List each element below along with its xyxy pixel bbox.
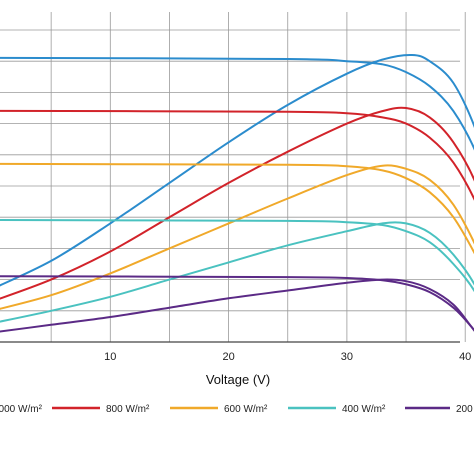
x-axis-title: Voltage (V): [206, 372, 270, 387]
current-curve-5: [0, 275, 474, 332]
power-curve-2: [0, 106, 474, 300]
series-lines: [0, 53, 474, 333]
power-curve-5: [0, 278, 474, 333]
legend-label-3: 600 W/m²: [224, 404, 268, 415]
legend-label-4: 400 W/m²: [342, 404, 386, 415]
power-curve-1: [0, 53, 474, 287]
legend: 1000 W/m² 800 W/m² 600 W/m² 400 W/m² 200 W/m…: [0, 404, 474, 415]
legend-label-1: 1000 W/m²: [0, 404, 43, 415]
x-tick-labels: 10 20 30 40: [104, 351, 471, 363]
power-curve-3: [0, 164, 474, 310]
x-tick-label: 20: [222, 351, 234, 363]
legend-label-2: 800 W/m²: [106, 404, 150, 415]
current-curve-1: [0, 56, 474, 151]
x-tick-label: 30: [341, 351, 353, 363]
legend-label-5: 200 W/m²: [456, 404, 474, 415]
current-curve-4: [0, 219, 474, 293]
x-tick-label: 40: [459, 351, 471, 363]
current-curve-2: [0, 109, 474, 201]
x-tick-label: 10: [104, 351, 116, 363]
power-curve-4: [0, 221, 474, 323]
current-curve-3: [0, 162, 474, 255]
plot-grid: [0, 12, 466, 343]
